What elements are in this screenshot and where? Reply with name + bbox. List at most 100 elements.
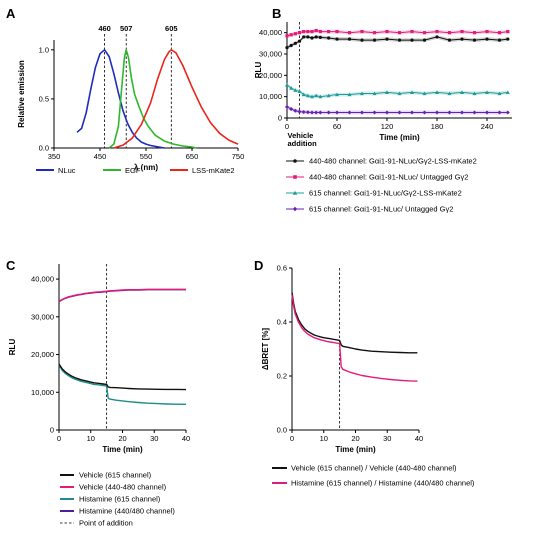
- series-point-b-0-14: [385, 37, 389, 41]
- series-point-b-1-4: [302, 30, 306, 34]
- legend-label-b-0: 440-480 channel: Gαi1-91-NLuc/Gγ2-LSS-mK…: [309, 157, 477, 166]
- series-point-b-3-0: [285, 104, 289, 109]
- legend-label-c-addition: Point of addition: [79, 519, 133, 528]
- y-tick-label-c-2: 20,000: [31, 350, 54, 359]
- series-point-b-0-4: [302, 35, 306, 39]
- y-tick-label-c-4: 40,000: [31, 275, 54, 284]
- series-point-b-3-6: [310, 110, 314, 115]
- series-point-b-3-18: [435, 110, 439, 115]
- series-point-b-0-13: [372, 38, 377, 42]
- series-point-b-1-20: [460, 30, 464, 34]
- legend-label-b-2: 615 channel: Gαi1-91-NLuc/Gγ2-LSS-mKate2: [309, 189, 462, 198]
- series-point-b-1-12: [360, 30, 364, 34]
- series-point-b-1-15: [397, 31, 402, 35]
- series-point-b-0-8: [318, 35, 322, 39]
- y-axis-label-c: RLU: [8, 339, 17, 356]
- series-point-b-2-15: [397, 91, 402, 96]
- panel-label-b: B: [272, 6, 281, 21]
- series-line-c-3: [58, 289, 186, 303]
- chart-b: 0 60 120 180 240 0 10,000 20,000 30,000 40,000 Tim…: [254, 22, 512, 214]
- y-axis-label-b: RLU: [254, 62, 263, 79]
- series-point-b-0-10: [335, 37, 339, 41]
- chart-a: 350 450 550 650 750 0.0 0.5 1.0 λ (nm) Relative e…: [17, 24, 244, 175]
- series-point-b-0-11: [347, 37, 352, 41]
- x-tick-label-d-4: 40: [415, 434, 423, 443]
- chart-c: 0 10 20 30 40 0 10,000 20,000 30,000 40,000 Time (…: [8, 264, 190, 528]
- legend-label-c-1: Vehicle (440-480 channel): [79, 483, 167, 492]
- series-band-b-1: [287, 28, 508, 38]
- addition-label-b-0: Vehicle: [288, 131, 314, 140]
- legend-label-b-1: 440-480 channel: Gαi1-91-NLuc/ Untagged …: [309, 173, 468, 182]
- x-tick-label-d-0: 0: [290, 434, 294, 443]
- series-line-c-1: [58, 288, 186, 302]
- series-point-b-3-7: [314, 110, 319, 115]
- x-tick-label-a-1: 450: [94, 152, 107, 161]
- series-point-b-1-0: [285, 34, 289, 38]
- series-line-d-0: [291, 292, 418, 354]
- series-point-b-3-4: [301, 110, 306, 115]
- series-point-b-0-19: [447, 38, 452, 42]
- y-tick-label-c-1: 10,000: [31, 388, 54, 397]
- y-tick-label-d-2: 0.4: [277, 318, 287, 327]
- series-point-b-3-15: [397, 110, 402, 115]
- x-tick-label-b-3: 180: [431, 122, 444, 131]
- series-point-b-3-24: [505, 110, 510, 115]
- series-point-b-1-8: [318, 30, 322, 34]
- series-line-a-2: [113, 48, 239, 149]
- addition-label-b-1: addition: [288, 139, 318, 148]
- y-tick-label-b-2: 20,000: [259, 71, 282, 80]
- panel-label-d: D: [254, 258, 263, 273]
- y-tick-label-d-1: 0.2: [277, 372, 287, 381]
- series-point-b-3-20: [460, 110, 464, 115]
- x-tick-label-d-3: 30: [383, 434, 391, 443]
- y-axis-label-d: ΔBRET [%]: [261, 328, 270, 371]
- series-point-b-3-13: [372, 110, 377, 115]
- x-axis-label-a: λ (nm): [134, 163, 158, 172]
- series-line-a-1: [108, 48, 197, 149]
- series-point-b-3-1: [289, 107, 294, 112]
- series-point-b-0-5: [306, 35, 310, 39]
- series-point-b-0-3: [297, 39, 302, 43]
- series-point-b-3-10: [335, 110, 339, 115]
- series-point-b-1-11: [347, 31, 352, 35]
- x-tick-label-b-4: 240: [481, 122, 494, 131]
- series-point-b-0-2: [293, 41, 297, 45]
- x-axis-label-d: Time (min): [335, 445, 376, 454]
- series-point-b-3-3: [297, 109, 302, 114]
- series-point-b-3-19: [447, 110, 452, 115]
- y-tick-label-d-0: 0.0: [277, 426, 287, 435]
- legend-marker-b-0: [293, 159, 297, 163]
- x-tick-label-a-3: 650: [186, 152, 199, 161]
- series-point-b-2-0: [285, 82, 289, 87]
- x-tick-label-a-4: 750: [232, 152, 245, 161]
- series-point-b-1-7: [314, 28, 318, 33]
- y-tick-label-d-3: 0.6: [277, 264, 287, 273]
- series-point-b-3-23: [497, 110, 502, 115]
- y-axis-label-a: Relative emission: [17, 60, 26, 128]
- legend-marker-b-3: [292, 206, 298, 212]
- x-tick-label-c-2: 20: [118, 434, 126, 443]
- series-point-b-1-1: [289, 33, 293, 37]
- series-point-b-0-22: [485, 37, 489, 41]
- series-point-b-0-0: [285, 46, 289, 50]
- series-point-b-0-16: [410, 38, 414, 42]
- series-point-b-0-7: [314, 35, 318, 39]
- series-point-b-2-10: [335, 92, 339, 97]
- legend-marker-b-2: [292, 190, 298, 195]
- x-tick-label-b-1: 60: [333, 122, 341, 131]
- x-tick-label-c-3: 30: [150, 434, 158, 443]
- y-tick-label-b-1: 10,000: [259, 92, 282, 101]
- peak-label-2: 605: [165, 24, 178, 33]
- series-point-b-3-8: [318, 110, 323, 115]
- series-point-b-1-23: [497, 31, 502, 35]
- series-point-b-0-18: [435, 35, 439, 39]
- series-point-b-2-24: [505, 90, 510, 94]
- series-point-b-0-6: [310, 36, 314, 40]
- y-tick-label-a-1: 0.5: [39, 94, 49, 103]
- panel-label-c: C: [6, 258, 16, 273]
- y-tick-label-c-0: 0: [50, 426, 54, 435]
- y-tick-label-a-2: 1.0: [39, 45, 49, 54]
- series-point-b-1-17: [422, 31, 427, 35]
- series-point-b-1-6: [310, 30, 314, 34]
